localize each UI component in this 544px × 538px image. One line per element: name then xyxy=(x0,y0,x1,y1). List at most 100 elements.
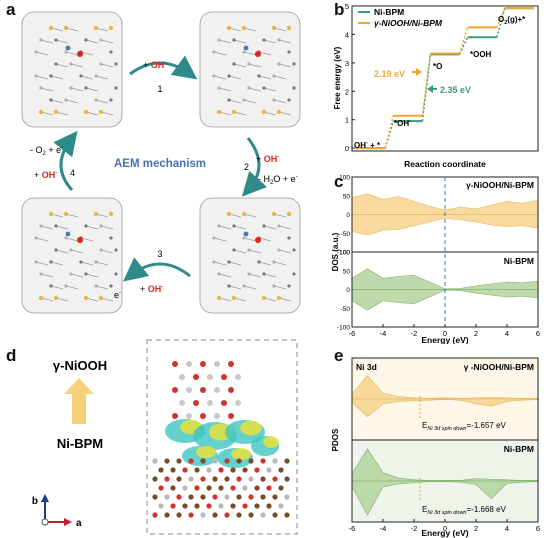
svg-text:ENi 3d spin down=-1.657 eV: ENi 3d spin down=-1.657 eV xyxy=(422,421,507,432)
panel-d-structure: γ-NiOOH Ni-BPM b a xyxy=(32,339,298,535)
c-ytick-label: 0 xyxy=(346,287,350,294)
c-ytick-label: -100 xyxy=(337,325,350,332)
structure-panel-1 xyxy=(21,11,123,128)
atom xyxy=(257,260,261,264)
atom xyxy=(49,98,53,102)
atom xyxy=(34,236,38,240)
bond xyxy=(85,273,99,278)
bond xyxy=(100,39,114,44)
step1-number: 1 xyxy=(157,84,162,94)
charge-accumulation xyxy=(263,436,279,448)
slab-atom xyxy=(242,467,248,473)
atom xyxy=(277,38,281,42)
bond xyxy=(55,39,69,44)
slab-atom xyxy=(206,503,212,509)
atom xyxy=(262,38,266,42)
transition-arrow-head xyxy=(64,378,94,394)
b-ytick-label: 4 xyxy=(345,30,349,39)
dos-spin-up xyxy=(351,375,539,400)
slab-atom xyxy=(194,467,200,473)
cluster-atom xyxy=(235,400,241,406)
atom xyxy=(242,284,246,288)
slab-atom xyxy=(206,485,212,491)
atom xyxy=(109,98,113,102)
bond xyxy=(70,63,84,68)
slab-atom xyxy=(200,458,206,464)
atom xyxy=(292,86,296,90)
svg-text:- H2O + e-: - H2O + e- xyxy=(258,174,298,186)
bond xyxy=(65,237,79,242)
cluster-atom xyxy=(200,361,206,367)
svg-text:OH- + *: OH- + * xyxy=(354,140,381,150)
slab-atom xyxy=(158,485,164,491)
atom xyxy=(48,25,54,31)
cluster-atom xyxy=(186,361,192,367)
slab-atom xyxy=(158,467,164,473)
adsorbate-atom xyxy=(77,237,83,243)
slab-atom xyxy=(224,476,230,482)
cluster-atom xyxy=(172,413,178,419)
atom xyxy=(287,98,291,102)
svg-text:+ OH-: + OH- xyxy=(256,154,279,164)
atom xyxy=(34,50,38,54)
dos-spin-down xyxy=(351,214,539,236)
atom xyxy=(69,272,73,276)
d-label-niooh: γ-NiOOH xyxy=(53,358,107,373)
step3-number: 3 xyxy=(157,249,162,259)
bond xyxy=(55,225,69,230)
xtick-label: 2 xyxy=(474,329,478,338)
slab-atom xyxy=(284,458,290,464)
cluster-atom xyxy=(214,361,220,367)
cluster-atom xyxy=(193,374,199,380)
dos-spin-down xyxy=(351,398,539,417)
slab-atom xyxy=(212,458,218,464)
cluster-atom xyxy=(179,374,185,380)
slab-atom xyxy=(266,485,272,491)
bond xyxy=(228,261,242,266)
b-ytick-label: 1 xyxy=(345,116,349,125)
atom xyxy=(277,62,281,66)
bond xyxy=(233,225,247,230)
svg-text:e-: e- xyxy=(114,290,121,300)
slab-atom xyxy=(254,467,260,473)
xtick-label: 4 xyxy=(505,524,509,533)
slab-atom xyxy=(212,512,218,518)
bond xyxy=(85,39,99,44)
atom xyxy=(232,248,236,252)
dos-spin-up xyxy=(351,193,539,215)
svg-text:ENi 3d spin down=-1.668 eV: ENi 3d spin down=-1.668 eV xyxy=(422,505,507,516)
atom xyxy=(94,74,98,78)
bond xyxy=(65,99,79,104)
bond xyxy=(248,249,262,254)
c-label-top: γ-NiOOH/Ni-BPM xyxy=(466,180,534,190)
slab-atom xyxy=(284,512,290,518)
bond xyxy=(70,273,84,278)
slab-atom xyxy=(248,494,254,500)
atom xyxy=(276,109,282,115)
bond xyxy=(213,75,227,80)
arrow-step-3 xyxy=(122,257,191,282)
bond xyxy=(273,261,287,266)
bond xyxy=(228,75,242,80)
slab-atom xyxy=(254,485,260,491)
barrier-nibpm: 2.35 eV xyxy=(440,85,471,95)
c-xlabel: Energy (eV) xyxy=(421,335,468,344)
bond xyxy=(80,51,94,56)
slab-atom xyxy=(176,494,182,500)
atom xyxy=(272,74,276,78)
bond xyxy=(80,75,94,80)
bond xyxy=(100,249,114,254)
slab-atom xyxy=(248,512,254,518)
bond xyxy=(65,285,79,290)
atom xyxy=(277,224,281,228)
slab-atom xyxy=(164,512,170,518)
atom xyxy=(99,38,103,42)
atom xyxy=(114,62,118,66)
slab-atom xyxy=(194,485,200,491)
atom xyxy=(217,86,221,90)
bond xyxy=(213,51,227,56)
step2-water: - H xyxy=(258,174,270,184)
cluster-atom xyxy=(214,413,220,419)
atom xyxy=(84,224,88,228)
atom xyxy=(109,284,113,288)
